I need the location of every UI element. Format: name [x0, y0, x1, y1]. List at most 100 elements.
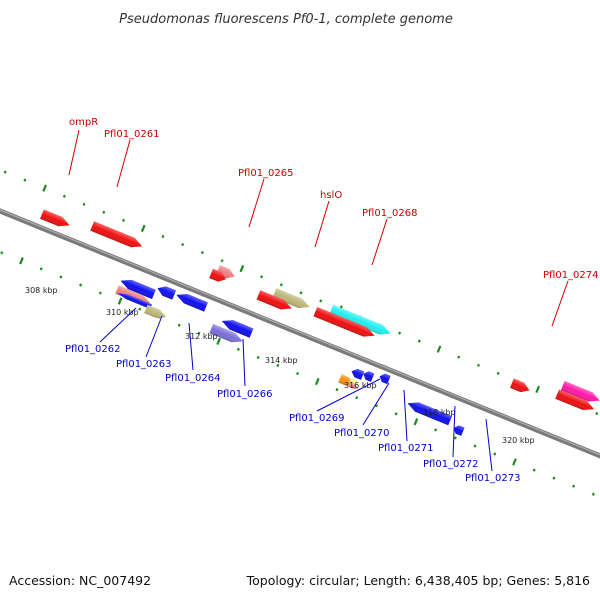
genome-summary-text: Topology: circular; Length: 6,438,405 bp… — [246, 573, 590, 588]
gene-arrow-shading — [40, 209, 70, 227]
gene-feature[interactable] — [209, 323, 244, 346]
gene-feature[interactable] — [115, 285, 152, 307]
leader-Pfl01_0269 — [316, 378, 381, 412]
gene-feature[interactable] — [174, 290, 208, 312]
scale-tick — [216, 337, 222, 345]
gene-label-Pfl01_0264[interactable]: Pfl01_0264 — [165, 373, 221, 384]
leader-ompR — [68, 129, 80, 176]
gene-label-Pfl01_0272[interactable]: Pfl01_0272 — [423, 459, 479, 470]
leader-Pfl01_0270 — [362, 382, 390, 426]
scale-tick — [62, 194, 66, 198]
leader-hslO — [314, 200, 330, 248]
scale-label-314: 314 kbp — [265, 356, 298, 365]
leader-Pfl01_0268 — [371, 218, 388, 266]
gene-features — [40, 209, 600, 436]
gene-arrow-shading — [510, 378, 530, 393]
scale-label-316: 316 kbp — [344, 381, 377, 390]
gene-feature[interactable] — [350, 367, 365, 380]
gene-arrow-shading — [115, 285, 151, 304]
scale-tick — [398, 331, 402, 335]
gene-arrow-shading — [407, 402, 453, 426]
gene-label-Pfl01_0261[interactable]: Pfl01_0261 — [104, 129, 160, 140]
gene-feature[interactable] — [510, 378, 531, 395]
scale-tick — [161, 234, 165, 239]
scale-tick — [256, 355, 260, 360]
gene-feature[interactable] — [117, 291, 152, 309]
gene-arrow-shading — [363, 371, 375, 382]
gene-label-Pfl01_0265[interactable]: Pfl01_0265 — [238, 168, 294, 179]
gene-label-ompR[interactable]: ompR — [69, 117, 98, 128]
gene-feature[interactable] — [378, 372, 391, 385]
gene-feature[interactable] — [349, 377, 360, 386]
reverse-scale-ticks — [0, 251, 595, 496]
gene-feature[interactable] — [362, 370, 375, 382]
gene-arrow-shading — [313, 306, 375, 337]
scale-tick — [532, 468, 536, 472]
leader-Pfl01_0272 — [452, 405, 456, 458]
gene-feature[interactable] — [209, 268, 228, 284]
gene-feature[interactable] — [555, 389, 596, 413]
gene-label-Pfl01_0273[interactable]: Pfl01_0273 — [465, 473, 521, 484]
scale-tick — [23, 178, 27, 182]
scale-label-312: 312 kbp — [185, 332, 218, 341]
gene-arrow-shading — [453, 425, 465, 436]
scale-tick — [512, 458, 517, 466]
scale-tick — [535, 385, 541, 394]
gene-feature[interactable] — [560, 380, 600, 405]
gene-feature[interactable] — [272, 288, 312, 312]
gene-arrow-shading — [176, 294, 208, 312]
scale-tick — [457, 355, 461, 359]
scale-label-318: 318 kbp — [423, 408, 456, 417]
scale-tick — [299, 291, 303, 295]
gene-arrow-shading — [555, 389, 595, 411]
scale-tick — [0, 251, 4, 255]
gene-feature[interactable] — [348, 382, 359, 390]
gene-label-Pfl01_0268[interactable]: Pfl01_0268 — [362, 208, 418, 219]
gene-feature[interactable] — [256, 290, 294, 313]
gene-arrow-shading — [272, 288, 310, 308]
forward-gene-labels: ompR Pfl01_0261 Pfl01_0265 hslO Pfl01_02… — [68, 117, 599, 327]
genome-backbone-highlight — [0, 198, 600, 476]
scale-tick — [552, 476, 556, 480]
gene-feature[interactable] — [119, 276, 156, 299]
gene-feature[interactable] — [313, 306, 376, 340]
gene-arrow-shading — [351, 368, 365, 380]
gene-feature[interactable] — [156, 284, 177, 300]
gene-label-Pfl01_0271[interactable]: Pfl01_0271 — [378, 443, 434, 454]
gene-arrow-shading — [338, 374, 353, 386]
scale-tick — [59, 275, 63, 279]
scale-tick — [572, 484, 576, 488]
gene-arrow-shading — [349, 377, 360, 385]
scale-tick — [82, 202, 86, 206]
genome-track — [0, 170, 600, 496]
gene-label-Pfl01_0269[interactable]: Pfl01_0269 — [289, 413, 345, 424]
scale-tick — [355, 396, 359, 400]
gene-label-Pfl01_0262[interactable]: Pfl01_0262 — [65, 344, 121, 355]
gene-arrow-shading — [256, 290, 292, 310]
gene-feature[interactable] — [338, 374, 354, 388]
gene-arrow-shading — [348, 382, 359, 389]
gene-feature[interactable] — [144, 304, 168, 322]
gene-arrow-shading — [379, 373, 391, 385]
gene-arrow-shading — [144, 304, 167, 319]
genome-title: Pseudomonas fluorescens Pf0-1, complete … — [119, 12, 453, 27]
gene-feature[interactable] — [40, 209, 72, 230]
gene-arrow-shading — [209, 268, 226, 282]
gene-label-Pfl01_0274[interactable]: Pfl01_0274 — [543, 270, 599, 281]
gene-feature[interactable] — [452, 424, 465, 436]
leader-Pfl01_0262 — [99, 307, 137, 343]
gene-feature[interactable] — [90, 221, 144, 251]
leader-Pfl01_0265 — [248, 178, 265, 228]
gene-arrow-shading — [209, 323, 243, 343]
gene-label-hslO[interactable]: hslO — [320, 190, 342, 201]
gene-label-Pfl01_0270[interactable]: Pfl01_0270 — [334, 428, 390, 439]
gene-label-Pfl01_0263[interactable]: Pfl01_0263 — [116, 359, 172, 370]
scale-tick — [140, 224, 146, 233]
gene-feature[interactable] — [406, 399, 453, 426]
scale-tick — [200, 251, 204, 255]
gene-label-Pfl01_0266[interactable]: Pfl01_0266 — [217, 389, 273, 400]
scale-tick — [102, 210, 106, 214]
leader-Pfl01_0263 — [145, 315, 163, 358]
gene-feature[interactable] — [329, 304, 392, 338]
gene-feature[interactable] — [220, 316, 254, 338]
